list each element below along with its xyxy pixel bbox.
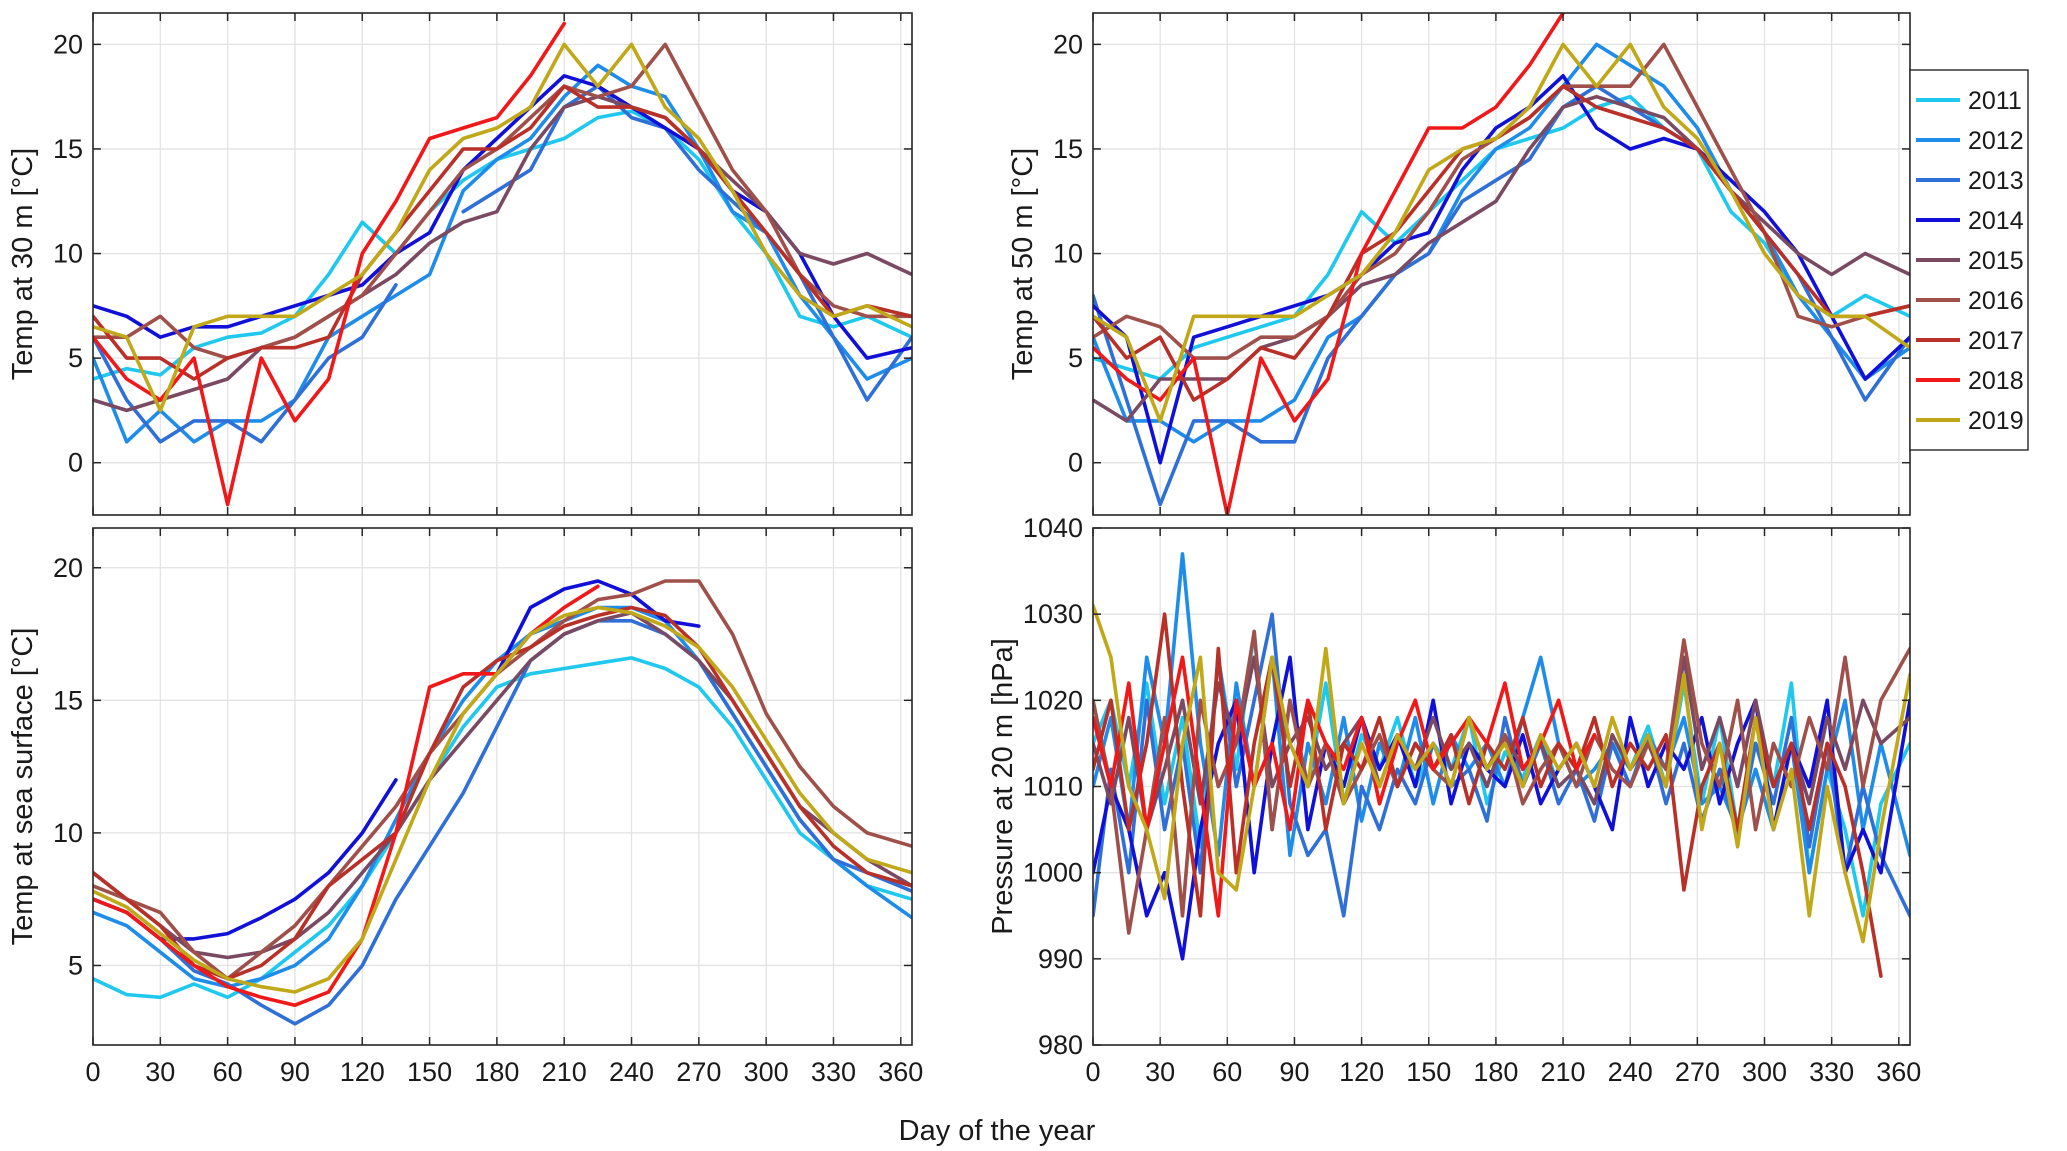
series-group <box>1093 552 1910 978</box>
y-tick-label: 5 <box>68 950 83 980</box>
y-tick-label: 1020 <box>1023 685 1083 715</box>
y-tick-label: 5 <box>1068 343 1083 373</box>
y-tick-label: 1030 <box>1023 599 1083 629</box>
series-line-2014 <box>1093 74 1910 465</box>
x-tick-label: 360 <box>1876 1057 1921 1087</box>
y-axis-label: Pressure at 20 m [hPa] <box>987 638 1019 935</box>
series-line-2017 <box>93 84 912 381</box>
legend: 2011 2012 2013 2014 2015 2016 2017 2018 2019 <box>1909 69 2029 451</box>
x-tick-label: 0 <box>1085 1057 1100 1087</box>
shared-x-axis-label: Day of the year <box>899 1115 1096 1147</box>
x-tick-label: 120 <box>340 1057 385 1087</box>
x-tick-label: 240 <box>609 1057 654 1087</box>
legend-label-2014: 2014 <box>1968 207 2024 235</box>
axes-box <box>92 12 913 516</box>
x-tick-label: 270 <box>676 1057 721 1087</box>
x-tick-label: 210 <box>1541 1057 1586 1087</box>
legend-label-2018: 2018 <box>1968 367 2024 395</box>
x-tick-label: 300 <box>744 1057 789 1087</box>
x-tick-label: 60 <box>1212 1057 1242 1087</box>
panel-temp-50m: 0 5 10 15 20 Temp at 50 m [°C] <box>1007 12 1911 516</box>
legend-label-2012: 2012 <box>1968 127 2024 155</box>
x-tick-label: 330 <box>811 1057 856 1087</box>
y-tick-label: 15 <box>53 685 83 715</box>
panel-pressure-20m: 980 990 1000 1010 1020 1030 1040 0 30 60 90 120 150 1… <box>987 513 1921 1087</box>
x-tick-label: 90 <box>280 1057 310 1087</box>
series-line-2013 <box>93 619 912 1026</box>
series-line-2015 <box>1093 655 1910 832</box>
x-tick-label: 120 <box>1339 1057 1384 1087</box>
series-group <box>1093 13 1910 515</box>
y-tick-label: 980 <box>1038 1030 1083 1060</box>
x-tick-label: 300 <box>1742 1057 1787 1087</box>
legend-label-2017: 2017 <box>1968 327 2024 355</box>
series-line-2019 <box>1093 603 1910 944</box>
y-tick-label: 20 <box>53 553 83 583</box>
y-tick-label: 10 <box>1053 239 1083 269</box>
legend-label-2019: 2019 <box>1968 407 2024 435</box>
y-tick-label: 0 <box>1068 448 1083 478</box>
axes-box <box>92 527 913 1046</box>
x-tick-label: 330 <box>1809 1057 1854 1087</box>
legend-label-2011: 2011 <box>1968 87 2022 115</box>
series-line-2019 <box>1093 42 1910 423</box>
y-tick-label: 1010 <box>1023 772 1083 802</box>
y-tick-label: 0 <box>68 448 83 478</box>
y-tick-label: 20 <box>1053 29 1083 59</box>
x-tick-label: 90 <box>1279 1057 1309 1087</box>
x-tick-label: 0 <box>85 1057 100 1087</box>
x-tick-label: 360 <box>878 1057 923 1087</box>
y-tick-label: 20 <box>53 29 83 59</box>
y-tick-label: 990 <box>1038 944 1083 974</box>
x-tick-label: 270 <box>1675 1057 1720 1087</box>
y-tick-label: 15 <box>1053 134 1083 164</box>
x-tick-label: 240 <box>1608 1057 1653 1087</box>
legend-label-2013: 2013 <box>1968 167 2024 195</box>
y-tick-label: 10 <box>53 818 83 848</box>
y-axis-label: Temp at 50 m [°C] <box>1007 148 1039 380</box>
y-tick-label: 1040 <box>1023 513 1083 543</box>
panel-temp-30m: 0 5 10 15 20 Temp at 30 m [°C] <box>7 12 913 516</box>
x-tick-label: 150 <box>407 1057 452 1087</box>
legend-label-2016: 2016 <box>1968 287 2024 315</box>
series-line-2011 <box>93 656 912 1000</box>
series-line-2019 <box>93 42 912 413</box>
y-axis-label: Temp at 30 m [°C] <box>7 148 39 380</box>
y-tick-label: 10 <box>53 239 83 269</box>
x-tick-label: 150 <box>1406 1057 1451 1087</box>
y-tick-label: 15 <box>53 134 83 164</box>
series-group <box>93 21 912 507</box>
legend-label-2015: 2015 <box>1968 247 2024 275</box>
x-tick-label: 210 <box>542 1057 587 1087</box>
grid <box>1092 13 1910 515</box>
series-line-2018 <box>1093 655 1597 918</box>
x-tick-label: 60 <box>213 1057 243 1087</box>
y-tick-label: 5 <box>68 343 83 373</box>
y-tick-label: 1000 <box>1023 858 1083 888</box>
series-group <box>93 579 912 1026</box>
panel-temp-sea-surface: 5 10 15 20 0 30 60 90 120 150 180 210 240 270 300 330 36… <box>7 527 923 1087</box>
series-line-2019 <box>93 605 912 994</box>
x-tick-label: 180 <box>1473 1057 1518 1087</box>
y-axis-label: Temp at sea surface [°C] <box>7 628 39 946</box>
x-tick-label: 180 <box>474 1057 519 1087</box>
x-tick-label: 30 <box>1145 1057 1175 1087</box>
x-tick-label: 30 <box>145 1057 175 1087</box>
grid <box>92 528 912 1045</box>
